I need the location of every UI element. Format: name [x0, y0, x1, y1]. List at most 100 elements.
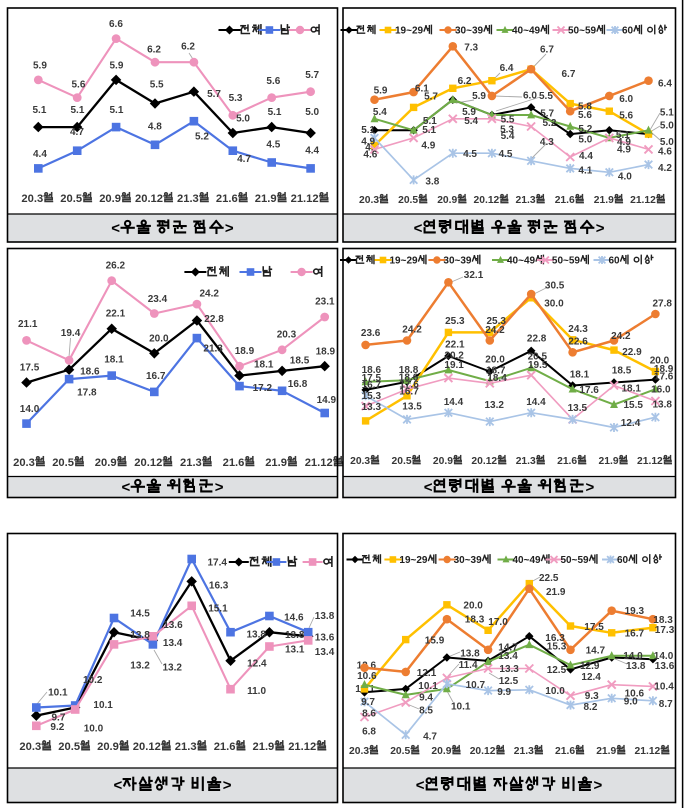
svg-text:22.1: 22.1: [106, 308, 126, 319]
svg-text:19.1: 19.1: [444, 360, 464, 371]
svg-text:21.3: 21.3: [177, 193, 199, 205]
svg-text:21.9: 21.9: [596, 746, 616, 757]
svg-text:21.12: 21.12: [637, 456, 663, 467]
svg-text:10.6: 10.6: [357, 671, 377, 682]
svg-text:20.9: 20.9: [95, 457, 117, 469]
svg-text:>: >: [215, 479, 224, 496]
svg-text:6.1: 6.1: [415, 84, 429, 95]
svg-text:22.8: 22.8: [527, 334, 547, 345]
svg-text:4.9: 4.9: [617, 137, 631, 148]
svg-text:13.8: 13.8: [460, 648, 480, 659]
svg-text:5.7: 5.7: [424, 91, 438, 102]
svg-text:6.7: 6.7: [540, 45, 554, 56]
svg-text:20.12: 20.12: [133, 741, 161, 753]
svg-text:21.9: 21.9: [255, 193, 277, 205]
svg-text:7.3: 7.3: [464, 43, 478, 54]
svg-text:5.7: 5.7: [540, 109, 554, 120]
svg-text:13.2: 13.2: [130, 661, 150, 672]
svg-text:8.6: 8.6: [362, 709, 376, 720]
svg-text:24.2: 24.2: [611, 331, 631, 342]
svg-text:16.0: 16.0: [651, 385, 671, 396]
svg-text:24.3: 24.3: [568, 324, 588, 335]
svg-text:13.6: 13.6: [163, 620, 183, 631]
svg-text:30.5: 30.5: [545, 281, 565, 292]
svg-text:13.3: 13.3: [499, 664, 519, 675]
svg-text:22.6: 22.6: [568, 337, 588, 348]
svg-text:5.0: 5.0: [660, 120, 674, 131]
svg-text:5.0: 5.0: [305, 107, 319, 118]
svg-text:5.6: 5.6: [72, 80, 86, 91]
svg-text:19.5: 19.5: [528, 360, 548, 371]
svg-text:5.1: 5.1: [33, 105, 47, 116]
svg-text:20.3: 20.3: [13, 457, 35, 469]
svg-text:21.12: 21.12: [305, 457, 333, 469]
svg-text:4.1: 4.1: [578, 166, 592, 177]
svg-text:8.5: 8.5: [419, 706, 433, 717]
svg-text:10.6: 10.6: [625, 689, 645, 700]
svg-text:5.9: 5.9: [33, 61, 47, 72]
svg-text:6.2: 6.2: [181, 42, 195, 53]
svg-text:9.4: 9.4: [419, 693, 433, 704]
svg-text:20.5: 20.5: [528, 352, 548, 363]
svg-text:12.5: 12.5: [499, 676, 519, 687]
svg-text:12.4: 12.4: [621, 418, 641, 429]
svg-text:10.0: 10.0: [84, 724, 104, 735]
svg-text:4.5: 4.5: [266, 140, 280, 151]
svg-text:10.1: 10.1: [48, 687, 68, 698]
svg-text:5.2: 5.2: [578, 124, 592, 135]
svg-text:60: 60: [617, 555, 629, 566]
svg-text:16.7: 16.7: [146, 371, 166, 382]
svg-text:5.6: 5.6: [619, 111, 633, 122]
svg-text:19.3: 19.3: [625, 606, 645, 617]
svg-text:21.9: 21.9: [253, 741, 275, 753]
svg-text:6.0: 6.0: [619, 94, 633, 105]
svg-text:6.4: 6.4: [658, 78, 672, 89]
svg-text:5.0: 5.0: [660, 137, 674, 148]
svg-text:6.8: 6.8: [362, 726, 376, 737]
svg-text:12.4: 12.4: [581, 672, 601, 683]
svg-text:21.3: 21.3: [180, 457, 202, 469]
svg-text:16.3: 16.3: [545, 633, 565, 644]
svg-text:6.2: 6.2: [458, 76, 472, 87]
svg-text:21.12: 21.12: [635, 746, 661, 757]
svg-text:10.1: 10.1: [418, 681, 438, 692]
svg-text:21.9: 21.9: [265, 457, 287, 469]
svg-text:24.2: 24.2: [200, 289, 220, 300]
svg-text:21.6: 21.6: [216, 193, 238, 205]
svg-text:5.4: 5.4: [464, 116, 478, 127]
svg-text:13.3: 13.3: [362, 402, 382, 413]
svg-text:21.9: 21.9: [599, 456, 619, 467]
svg-text:14.0: 14.0: [623, 651, 643, 662]
svg-text:25.3: 25.3: [445, 316, 465, 327]
svg-text:14.7: 14.7: [586, 646, 606, 657]
svg-text:5.1: 5.1: [110, 105, 124, 116]
svg-text:20.5: 20.5: [398, 195, 418, 206]
svg-text:14.5: 14.5: [130, 608, 150, 619]
svg-text:21.9: 21.9: [594, 195, 614, 206]
svg-text:16.7: 16.7: [362, 380, 382, 391]
svg-text:20.5: 20.5: [52, 457, 74, 469]
svg-text:4.9: 4.9: [421, 140, 435, 151]
svg-text:30~39: 30~39: [455, 26, 484, 37]
svg-text:17.6: 17.6: [654, 372, 674, 383]
svg-text:13.5: 13.5: [568, 403, 588, 414]
svg-text:>: >: [594, 777, 603, 794]
svg-text:>: >: [223, 777, 232, 794]
svg-text:<: <: [114, 777, 123, 794]
svg-text:50~59: 50~59: [568, 26, 597, 37]
svg-text:5.0: 5.0: [236, 114, 250, 125]
svg-text:20.3: 20.3: [21, 193, 43, 205]
svg-text:27.8: 27.8: [653, 298, 673, 309]
svg-text:5.1: 5.1: [361, 125, 375, 136]
svg-text:20.12: 20.12: [135, 193, 163, 205]
svg-text:6.0: 6.0: [523, 90, 537, 101]
svg-text:19~29: 19~29: [395, 26, 424, 37]
svg-text:5.6: 5.6: [266, 76, 280, 87]
svg-text:13.4: 13.4: [498, 651, 518, 662]
svg-text:5.1: 5.1: [616, 130, 630, 141]
svg-text:11.0: 11.0: [247, 686, 266, 697]
svg-text:4.3: 4.3: [540, 137, 554, 148]
svg-text:13.5: 13.5: [402, 401, 422, 412]
svg-text:19.4: 19.4: [61, 328, 81, 339]
svg-text:9.3: 9.3: [585, 691, 599, 702]
